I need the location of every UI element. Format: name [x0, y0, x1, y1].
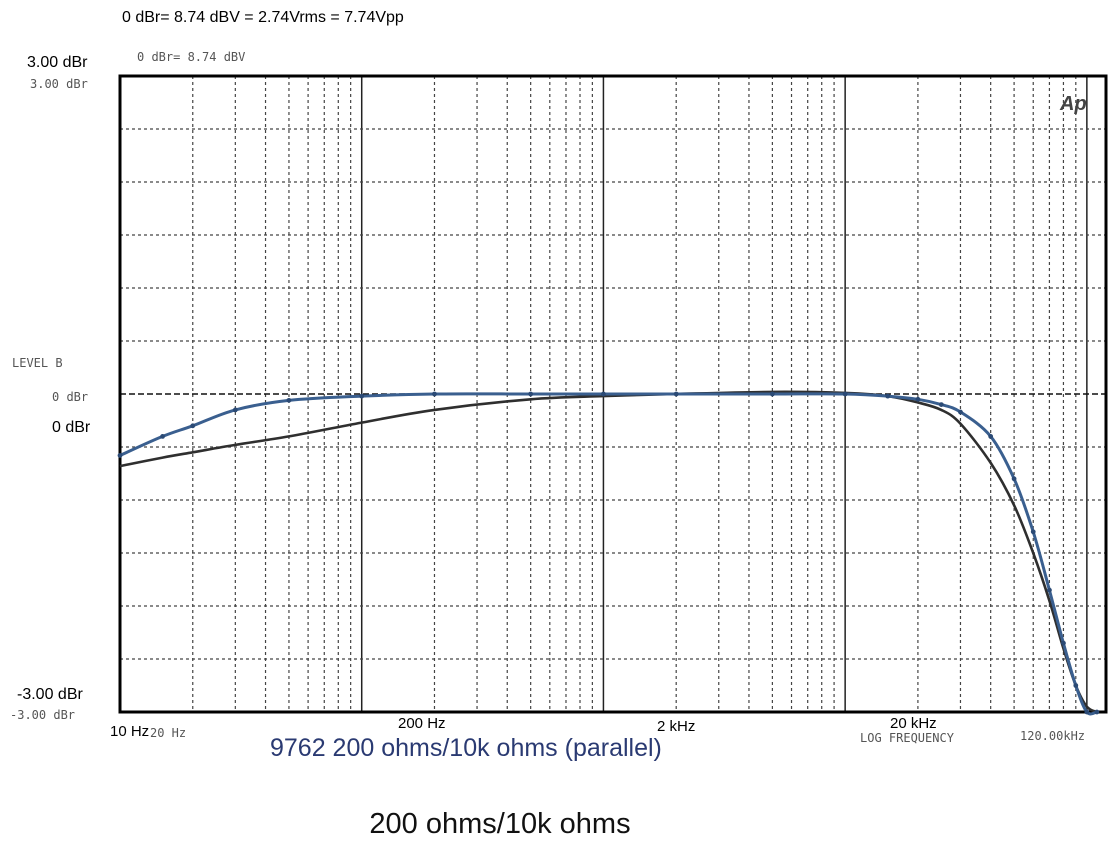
x-annotation-10hz: 10 Hz [110, 723, 149, 740]
series-point-2 [601, 391, 606, 397]
series-point-2 [988, 434, 994, 439]
series-point-2 [915, 396, 921, 402]
series-point-2 [1061, 640, 1066, 646]
series-point-2 [1047, 587, 1052, 593]
x-annotation-200hz: 200 Hz [398, 715, 446, 732]
series-point-2 [958, 409, 963, 415]
logo: Ap [1059, 93, 1087, 115]
series-point-2 [673, 391, 679, 397]
series-point-2 [1011, 476, 1017, 482]
x-annotation-20khz: 20 kHz [890, 715, 937, 732]
plot-frame [118, 74, 1108, 714]
x-original-right: 120.00kHz [1020, 729, 1085, 743]
y-original-top: 3.00 dBr [30, 77, 88, 91]
y-reference-label: 0 dBr= 8.74 dBV [137, 50, 245, 64]
series-point-2 [842, 391, 848, 397]
series-point-2 [432, 391, 437, 397]
series-point-2 [1084, 709, 1090, 715]
x-annotation-2khz: 2 kHz [657, 718, 695, 735]
series-group [117, 390, 1100, 716]
series-point-2 [1094, 709, 1100, 715]
series-point-2 [1030, 529, 1036, 535]
series-point-2 [1073, 683, 1079, 688]
series-point-2 [232, 407, 238, 413]
series-point-2 [190, 423, 196, 429]
series-point-2 [117, 453, 123, 458]
header-note: 0 dBr= 8.74 dBV = 2.74Vrms = 7.74Vpp [122, 9, 404, 26]
y-annotation-zero: 0 dBr [52, 419, 91, 436]
x-original-left: 20 Hz [150, 726, 186, 740]
series-point-2 [359, 393, 365, 399]
series-point-2 [769, 391, 775, 397]
y-original-zero: 0 dBr [52, 390, 88, 404]
y-original-bottom: -3.00 dBr [10, 708, 75, 722]
series-point-2 [938, 402, 944, 407]
series-point-2 [885, 393, 891, 399]
figure-caption: 200 ohms/10k ohms [369, 808, 631, 840]
series-point-2 [528, 391, 534, 397]
series-line-2 [119, 392, 1098, 716]
series-line-1 [119, 390, 1098, 714]
x-axis-label: LOG FREQUENCY [860, 731, 955, 745]
y-annotation-top: 3.00 dBr [27, 54, 88, 71]
series-point-2 [160, 434, 165, 439]
y-axis-label: LEVEL B [12, 356, 63, 370]
chart-title: 9762 200 ohms/10k ohms (parallel) [270, 734, 662, 762]
series-point-2 [286, 397, 292, 403]
y-annotation-bottom: -3.00 dBr [17, 686, 83, 703]
